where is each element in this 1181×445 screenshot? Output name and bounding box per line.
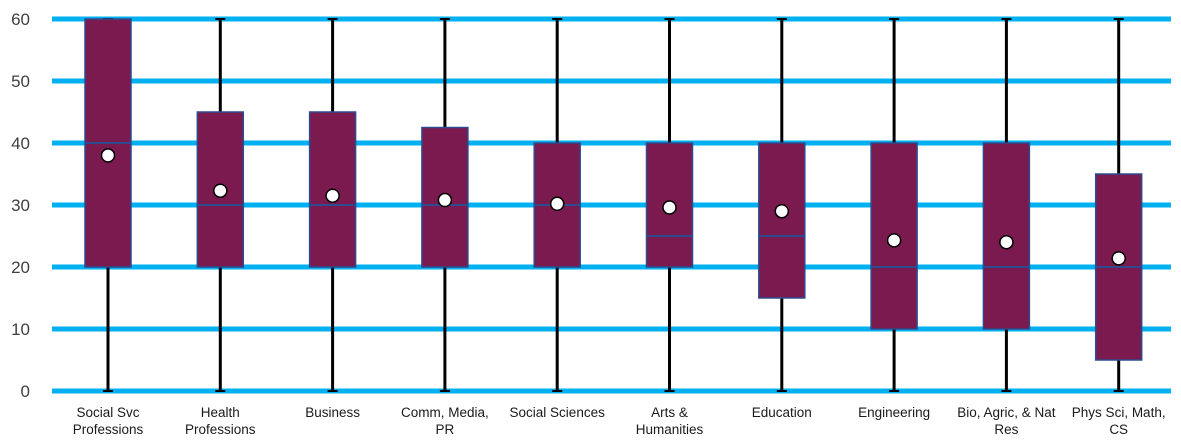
y-tick-label-0: 0 xyxy=(21,382,30,401)
box-group-10 xyxy=(1094,18,1143,392)
mean-marker xyxy=(437,192,453,208)
mean-marker xyxy=(886,233,902,248)
y-tick-label-50: 50 xyxy=(11,72,30,91)
mean-marker xyxy=(100,148,116,163)
x-category-label-8: Engineering xyxy=(858,405,930,420)
x-category-label-10: Phys Sci, Math, CS xyxy=(1072,405,1166,437)
box-group-3 xyxy=(308,18,357,392)
mean-marker xyxy=(1111,251,1126,266)
box-group-9 xyxy=(982,18,1031,392)
box-group-6 xyxy=(645,18,694,392)
mean-marker xyxy=(662,200,677,215)
x-category-label-7: Education xyxy=(752,405,812,420)
mean-marker xyxy=(774,203,790,219)
x-category-label-3: Business xyxy=(305,405,360,420)
box-iqr xyxy=(758,142,806,299)
y-tick-label-10: 10 xyxy=(11,320,30,339)
y-tick-label-40: 40 xyxy=(11,134,30,153)
x-category-label-2: Health Professions xyxy=(185,405,256,437)
box-group-8 xyxy=(870,18,918,392)
mean-marker xyxy=(999,234,1014,250)
mean-marker xyxy=(213,183,228,198)
x-axis-category-labels: Social Svc Professions Health Professions Bu… xyxy=(73,405,1166,437)
x-category-label-1: Social Svc Professions xyxy=(73,405,144,437)
mean-marker xyxy=(549,196,565,212)
x-category-label-6: Arts & Humanities xyxy=(636,405,704,437)
box-group-4 xyxy=(421,18,469,392)
boxes xyxy=(84,18,1143,392)
box-iqr xyxy=(308,111,357,268)
box-group-7 xyxy=(758,18,806,392)
y-axis-tick-labels: 0 10 20 30 40 50 60 xyxy=(11,10,30,401)
y-tick-label-30: 30 xyxy=(11,196,30,215)
box-group-1 xyxy=(84,18,132,392)
box-group-5 xyxy=(533,18,581,392)
x-category-label-9: Bio, Agric, & Nat Res xyxy=(957,405,1056,437)
x-category-label-4: Comm, Media, PR xyxy=(401,405,489,437)
box-group-2 xyxy=(196,18,245,392)
y-tick-label-60: 60 xyxy=(11,10,30,29)
x-category-label-5: Social Sciences xyxy=(510,405,606,420)
y-tick-label-20: 20 xyxy=(11,258,30,277)
mean-marker xyxy=(325,188,340,203)
